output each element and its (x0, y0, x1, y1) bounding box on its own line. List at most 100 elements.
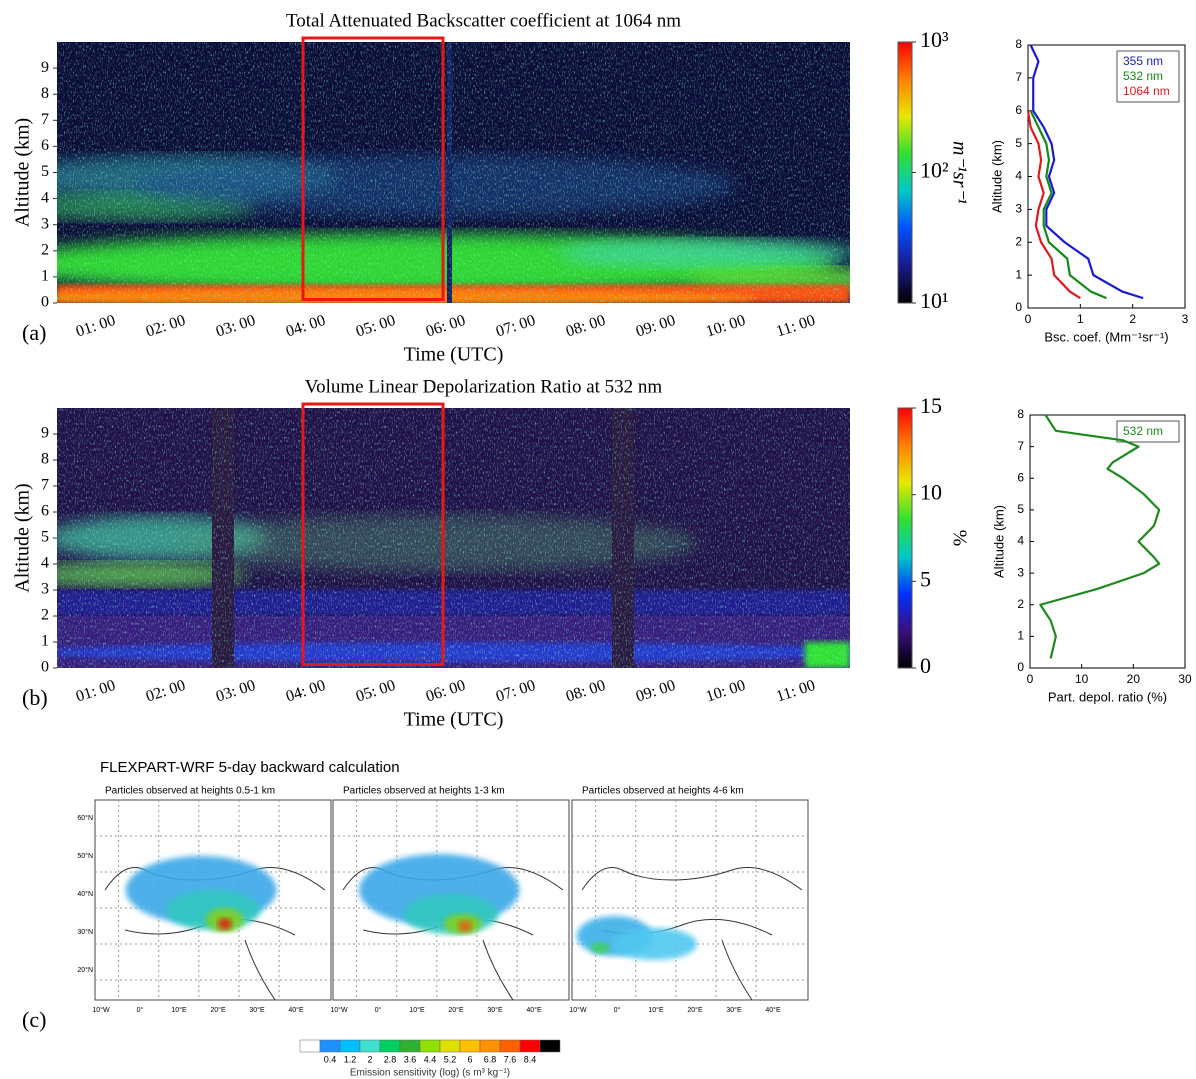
x-tick-label: 07: 00 (494, 312, 538, 341)
lon-label: 10°W (92, 1006, 110, 1014)
x-tick-label: 05: 00 (354, 677, 398, 706)
y-tick-label: 5 (1017, 502, 1024, 516)
x-tick-label: 01: 00 (74, 312, 118, 341)
lon-label: 40°E (526, 1006, 542, 1014)
x-tick-label: 02: 00 (144, 677, 188, 706)
colorbar-cell (459, 1039, 481, 1053)
lon-label: 30°E (249, 1006, 265, 1014)
lat-label: 20°N (77, 966, 93, 974)
chart-title: Volume Linear Depolarization Ratio at 53… (305, 376, 663, 397)
map-panel-title: Particles observed at heights 0.5-1 km (105, 786, 275, 797)
x-axis-label: Part. depol. ratio (%) (1048, 689, 1167, 704)
profile-line (1029, 44, 1144, 300)
colorbar-tick-label: 2 (367, 1054, 372, 1064)
y-tick-label: 8 (41, 451, 49, 468)
x-tick-label: 03: 00 (214, 312, 258, 341)
x-tick-label: 08: 00 (564, 677, 608, 706)
y-tick-label: 6 (1017, 470, 1024, 484)
colorbar-cell (339, 1039, 361, 1053)
x-tick-label: 04: 00 (284, 677, 328, 706)
colorbar-cell (539, 1039, 561, 1053)
legend-box (1116, 420, 1180, 443)
colorbar-cell (419, 1039, 441, 1053)
colorbar-tick-label: 3.6 (404, 1054, 417, 1064)
colorbar-label: Emission sensitivity (log) (s m³ kg⁻¹) (350, 1068, 510, 1079)
heatmap-noise (57, 408, 850, 668)
x-tick-label: 11: 00 (774, 677, 817, 705)
y-tick-label: 6 (41, 137, 49, 154)
y-tick-label: 7 (1017, 439, 1024, 453)
x-tick-label: 10: 00 (704, 312, 748, 341)
y-tick-label: 2 (41, 607, 49, 624)
colorbar-tick-label: 5 (920, 566, 931, 591)
lon-label: 30°E (487, 1006, 503, 1014)
heatmap-image (57, 408, 850, 668)
lon-label: 20°E (448, 1006, 464, 1014)
y-tick-label: 7 (41, 477, 49, 494)
x-tick-label: 0 (1025, 312, 1032, 326)
colorbar-tick-label: 10 (920, 480, 942, 505)
y-tick-label: 8 (1017, 407, 1024, 421)
y-tick-label: 1 (1017, 629, 1024, 643)
y-tick-label: 1 (41, 633, 49, 650)
colorbar (897, 41, 913, 304)
y-axis-label: Altitude (km) (989, 140, 1004, 213)
lat-label: 50°N (77, 852, 93, 860)
lon-label: 40°E (288, 1006, 304, 1014)
lon-label: 0° (137, 1006, 144, 1014)
x-tick-label: 08: 00 (564, 312, 608, 341)
map-panel-title: Particles observed at heights 4-6 km (582, 786, 744, 797)
colorbar-cell (399, 1039, 421, 1053)
colorbar-tick-label: 1.2 (344, 1054, 357, 1064)
profile-line (1039, 414, 1161, 659)
colorbar-label: % (948, 530, 970, 547)
y-tick-label: 4 (1017, 534, 1024, 548)
x-tick-label: 03: 00 (214, 677, 258, 706)
colorbar-tick-label: 7.6 (504, 1054, 517, 1064)
colorbar-label: m⁻¹sr⁻¹ (948, 141, 970, 204)
panel-label: (b) (22, 685, 48, 710)
lon-label: 10°E (171, 1006, 187, 1014)
x-tick-label: 0 (1027, 672, 1034, 686)
colorbar-cell (519, 1039, 541, 1053)
lon-label: 40°E (765, 1006, 781, 1014)
x-tick-label: 07: 00 (494, 677, 538, 706)
x-tick-label: 11: 00 (774, 312, 817, 340)
x-tick-label: 06: 00 (424, 677, 468, 706)
x-tick-label: 09: 00 (634, 312, 678, 341)
y-axis-label: Altitude (km) (12, 483, 34, 592)
y-tick-label: 7 (1015, 70, 1022, 84)
map-panel (571, 799, 809, 1001)
x-tick-label: 02: 00 (144, 312, 188, 341)
y-tick-label: 6 (41, 503, 49, 520)
colorbar-tick-label: 4.4 (424, 1054, 437, 1064)
x-tick-label: 06: 00 (424, 312, 468, 341)
y-tick-label: 1 (1015, 267, 1022, 281)
y-tick-label: 0 (41, 294, 49, 311)
lon-label: 10°W (330, 1006, 348, 1014)
y-tick-label: 0 (1015, 300, 1022, 314)
lon-label: 10°W (569, 1006, 587, 1014)
legend-entry: 355 nm (1123, 54, 1163, 68)
colorbar-tick-label: 10³ (920, 27, 949, 52)
heatmap-noise (57, 42, 850, 303)
x-tick-label: 04: 00 (284, 312, 328, 341)
chart-title: Total Attenuated Backscatter coefficient… (286, 10, 681, 31)
panel-label: (a) (22, 320, 46, 345)
lon-label: 10°E (648, 1006, 664, 1014)
y-tick-label: 5 (41, 529, 49, 546)
colorbar-cell (439, 1039, 461, 1053)
x-axis-label: Time (UTC) (404, 709, 504, 731)
profile-line (1026, 110, 1081, 300)
y-tick-label: 3 (41, 581, 49, 598)
highlight-box (301, 402, 445, 666)
colorbar-tick-label: 2.8 (384, 1054, 397, 1064)
y-tick-label: 2 (1017, 597, 1024, 611)
highlight-box (301, 36, 445, 301)
x-tick-label: 09: 00 (634, 677, 678, 706)
colorbar-cell (319, 1039, 341, 1053)
y-tick-label: 1 (41, 268, 49, 285)
lat-label: 30°N (77, 928, 93, 936)
colorbar (897, 407, 913, 669)
